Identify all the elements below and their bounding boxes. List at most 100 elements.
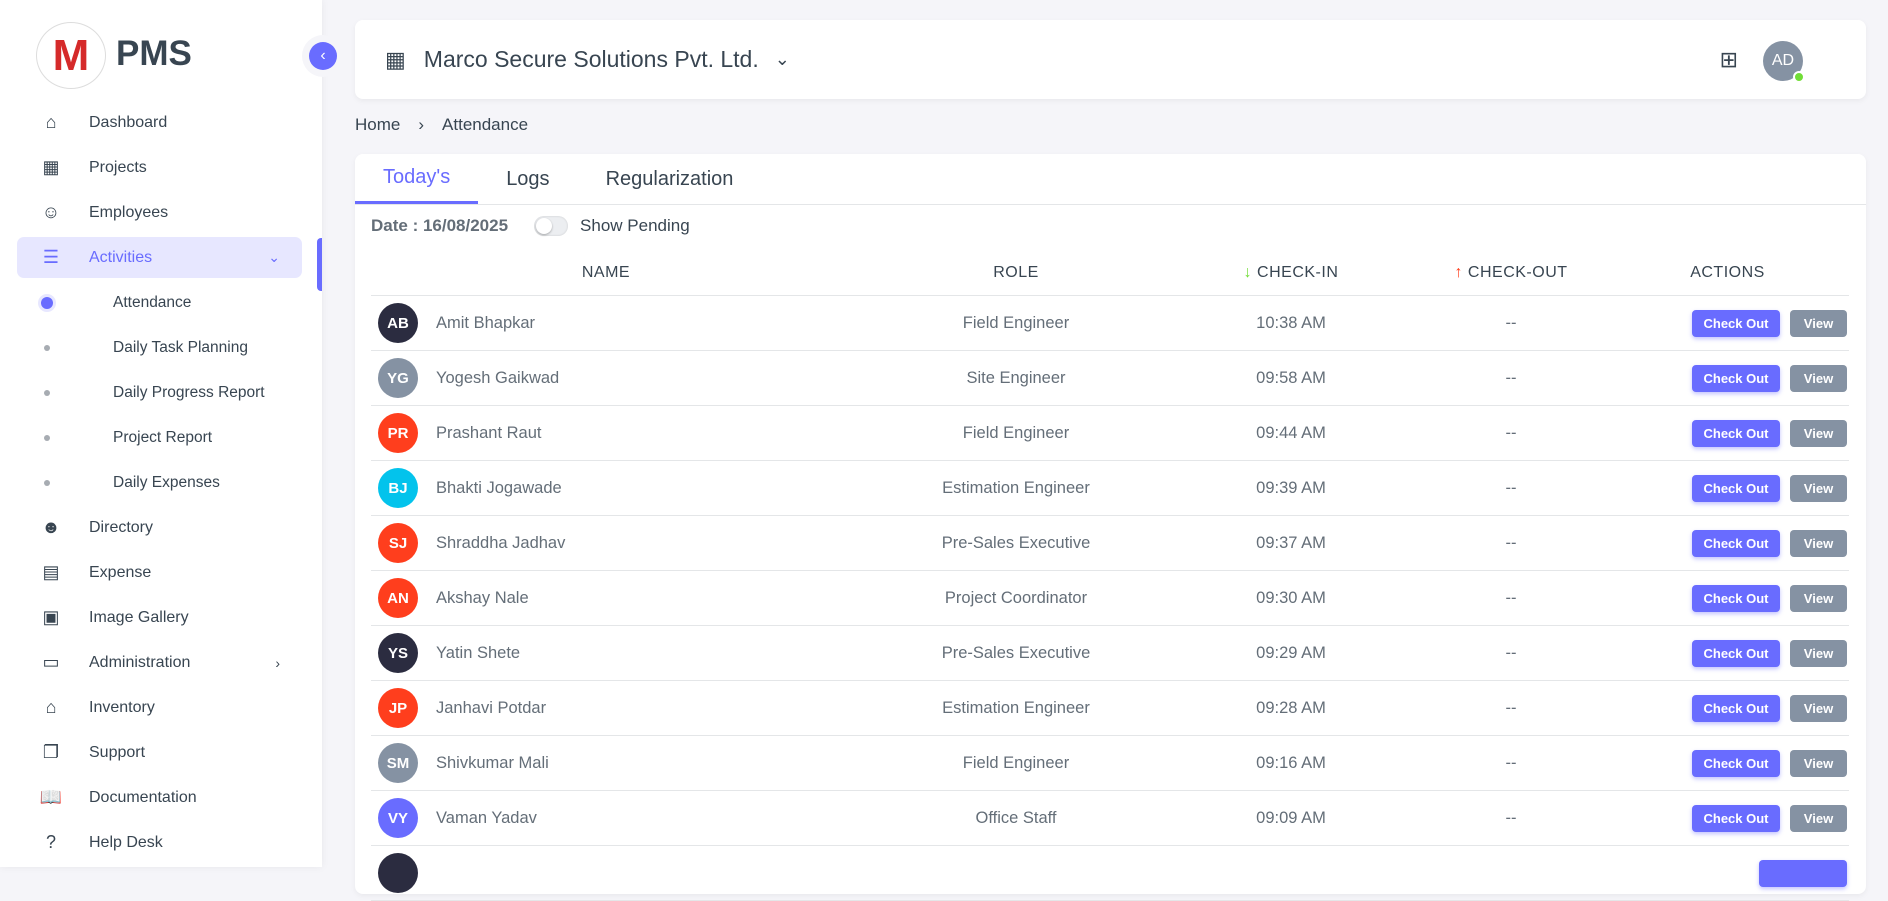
tab-regularization[interactable]: Regularization xyxy=(605,167,734,190)
tab-todays[interactable]: Today's xyxy=(355,154,479,204)
sidebar-item-label: Inventory xyxy=(89,698,155,716)
employee-avatar: AN xyxy=(378,578,418,618)
check-out-button[interactable]: Check Out xyxy=(1692,529,1780,557)
online-status xyxy=(1793,71,1805,83)
sidebar-item-projects[interactable]: ▦ Projects xyxy=(17,145,302,190)
chevron-right-icon: › xyxy=(275,654,280,671)
sidebar-item-label: Employees xyxy=(89,203,169,221)
employee-role: Pre-Sales Executive xyxy=(941,643,1091,662)
table-row: YS Yatin Shete Pre-Sales Executive 09:29 … xyxy=(371,626,1849,681)
building-icon: ▦ xyxy=(42,157,60,177)
table-row: SJ Shraddha Jadhav Pre-Sales Executive 09… xyxy=(371,516,1849,571)
sidebar-item-documentation[interactable]: 📖 Documentation xyxy=(17,775,302,820)
employee-name: Shivkumar Mali xyxy=(436,753,549,772)
employee-avatar: VY xyxy=(378,798,418,838)
col-name: NAME xyxy=(581,263,631,281)
sidebar-item-directory[interactable]: ☻ Directory xyxy=(17,505,302,550)
sidebar-item-label: Expense xyxy=(89,563,152,581)
col-checkout: ↑ CHECK-OUT xyxy=(1416,264,1606,282)
check-out-button[interactable]: Check Out xyxy=(1692,749,1780,777)
employee-name: Amit Bhapkar xyxy=(436,313,536,332)
sidebar-subitem-label: Daily Progress Report xyxy=(113,383,265,401)
arrow-up-icon: ↑ xyxy=(1454,263,1463,281)
check-out-button[interactable]: Check Out xyxy=(1692,639,1780,667)
sidebar-item-activities[interactable]: ☰ Activities ⌄ xyxy=(17,237,302,278)
user-avatar[interactable]: AD xyxy=(1763,41,1805,83)
archive-icon: ▭ xyxy=(42,652,60,672)
sidebar-item-employees[interactable]: ☺ Employees xyxy=(17,190,302,235)
sidebar-item-label: Documentation xyxy=(89,788,197,806)
collapse-sidebar-button[interactable]: ‹ xyxy=(309,42,337,70)
check-out-button[interactable]: Check Out xyxy=(1692,584,1780,612)
employee-name: Yogesh Gaikwad xyxy=(436,368,560,387)
check-out-button[interactable]: Check Out xyxy=(1692,694,1780,722)
check-in-time: 09:29 AM xyxy=(1256,643,1326,662)
check-out-button[interactable]: Check Out xyxy=(1692,474,1780,502)
view-button[interactable]: View xyxy=(1790,309,1847,337)
home-icon: ⌂ xyxy=(45,112,57,132)
sidebar-item-support[interactable]: ❐ Support xyxy=(17,730,302,775)
view-button[interactable]: View xyxy=(1790,804,1847,832)
check-out-button[interactable]: Check Out xyxy=(1692,309,1780,337)
employee-name: Janhavi Potdar xyxy=(436,698,547,717)
copy-icon: ❐ xyxy=(42,742,60,762)
active-indicator xyxy=(317,238,322,291)
sidebar-item-label: Activities xyxy=(89,248,153,266)
sidebar-subitem-daily-expenses[interactable]: Daily Expenses xyxy=(17,460,302,505)
check-in-time: 09:09 AM xyxy=(1256,808,1326,827)
check-out-time: -- xyxy=(1505,313,1517,332)
chevron-down-icon: ⌄ xyxy=(774,49,790,69)
show-pending-toggle[interactable] xyxy=(534,216,569,236)
check-out-time: -- xyxy=(1505,368,1517,387)
sidebar-subitem-daily-progress-report[interactable]: Daily Progress Report xyxy=(17,370,302,415)
sidebar-item-label: Support xyxy=(89,743,146,761)
sidebar-subitem-attendance[interactable]: Attendance xyxy=(17,280,302,325)
view-button[interactable]: View xyxy=(1790,529,1847,557)
check-out-button[interactable]: Check Out xyxy=(1692,804,1780,832)
logo: M xyxy=(36,22,106,89)
employee-role: Pre-Sales Executive xyxy=(941,533,1091,552)
view-button[interactable]: View xyxy=(1790,364,1847,392)
sidebar-item-dashboard[interactable]: ⌂ Dashboard xyxy=(17,100,302,145)
sidebar-item-expense[interactable]: ▤ Expense xyxy=(17,550,302,595)
sidebar-item-image-gallery[interactable]: ▣ Image Gallery xyxy=(17,595,302,640)
view-button[interactable]: View xyxy=(1790,584,1847,612)
view-button[interactable]: View xyxy=(1790,749,1847,777)
view-button[interactable]: View xyxy=(1790,639,1847,667)
sidebar-subitem-project-report[interactable]: Project Report xyxy=(17,415,302,460)
employee-avatar: JP xyxy=(378,688,418,728)
check-out-button[interactable] xyxy=(1759,859,1847,887)
sidebar-item-label: Directory xyxy=(89,518,154,536)
apps-grid-icon[interactable]: ⊞ xyxy=(1719,47,1738,72)
col-checkin-label: CHECK-IN xyxy=(1257,263,1339,281)
sidebar-subitem-daily-task-planning[interactable]: Daily Task Planning xyxy=(17,325,302,370)
employee-role: Estimation Engineer xyxy=(942,478,1090,497)
table-row: AB Amit Bhapkar Field Engineer 10:38 AM -… xyxy=(371,296,1849,351)
breadcrumb-home[interactable]: Home xyxy=(355,115,401,134)
check-in-time: 09:58 AM xyxy=(1256,368,1326,387)
check-out-time: -- xyxy=(1505,698,1517,717)
avatar-initials: AD xyxy=(1771,52,1795,69)
user-icon: ☺ xyxy=(41,202,61,222)
check-out-button[interactable]: Check Out xyxy=(1692,364,1780,392)
check-in-time: 09:39 AM xyxy=(1256,478,1326,497)
sidebar-item-administration[interactable]: ▭ Administration › xyxy=(17,640,302,685)
bullet-icon xyxy=(44,389,50,396)
check-out-button[interactable]: Check Out xyxy=(1692,419,1780,447)
employee-name: Vaman Yadav xyxy=(436,808,537,827)
sidebar-item-inventory[interactable]: ⌂ Inventory xyxy=(17,685,302,730)
employee-name: Akshay Nale xyxy=(436,588,529,607)
check-out-time: -- xyxy=(1505,588,1517,607)
brand-name: PMS xyxy=(116,34,192,73)
check-in-time: 09:16 AM xyxy=(1256,753,1326,772)
view-button[interactable]: View xyxy=(1790,694,1847,722)
sidebar-item-label: Image Gallery xyxy=(89,608,189,626)
view-button[interactable]: View xyxy=(1790,474,1847,502)
view-button[interactable]: View xyxy=(1790,419,1847,447)
tab-logs[interactable]: Logs xyxy=(506,167,550,190)
company-selector[interactable]: ▦ Marco Secure Solutions Pvt. Ltd. ⌄ xyxy=(385,46,790,73)
bullet-icon xyxy=(44,434,50,441)
date-label: Date : 16/08/2025 xyxy=(371,216,509,235)
sidebar-item-help-desk[interactable]: ? Help Desk xyxy=(17,820,302,865)
table-row: VY Vaman Yadav Office Staff 09:09 AM -- C… xyxy=(371,791,1849,846)
